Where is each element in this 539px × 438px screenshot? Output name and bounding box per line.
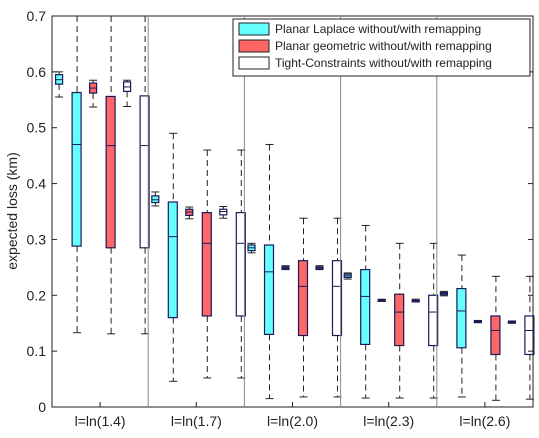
- legend: Planar Laplace without/with remapping Pla…: [232, 18, 531, 77]
- y-tick-label: 0.4: [27, 176, 47, 192]
- box-body: [71, 91, 82, 247]
- y-tick-label: 0.2: [27, 287, 47, 303]
- y-tick-label: 0.5: [27, 120, 47, 136]
- box-body: [490, 315, 501, 356]
- box-body: [428, 294, 439, 347]
- x-category-label: l=ln(1.7): [171, 413, 222, 429]
- x-category-label: l=ln(2.6): [459, 413, 510, 429]
- box-body: [219, 208, 228, 216]
- y-tick-label: 0.3: [27, 231, 47, 247]
- legend-box: [232, 18, 531, 77]
- box-body: [151, 195, 160, 204]
- box-body: [331, 260, 343, 337]
- box-body: [167, 201, 178, 319]
- legend-entry: Planar Laplace without/with remapping: [275, 22, 481, 36]
- y-tick-label: 0.1: [27, 343, 47, 359]
- legend-entry: Planar geometric without/with remapping: [275, 39, 492, 53]
- box-body: [297, 260, 309, 337]
- box-body: [105, 95, 116, 249]
- legend-swatch: [238, 39, 270, 53]
- legend-entry: Tight-Constraints without/with remapping: [275, 56, 492, 70]
- box-layer: [54, 15, 535, 401]
- legend-swatch: [238, 56, 270, 70]
- box-body: [201, 212, 212, 317]
- y-tick-label: 0.6: [27, 64, 47, 80]
- legend-swatch: [238, 22, 270, 36]
- box-body: [524, 315, 535, 356]
- x-category-label: l=ln(2.3): [363, 413, 414, 429]
- x-category-label: l=ln(1.4): [75, 413, 126, 429]
- box-body: [360, 268, 371, 346]
- y-axis-label: expected loss (km): [4, 152, 20, 269]
- box-body: [263, 244, 275, 335]
- box-body: [235, 212, 246, 317]
- axis-layer: 0 0.1 0.2 0.3 0.4 0.5 0.6 0.7 l=ln(1.4) l=ln(1.7)…: [27, 8, 533, 429]
- box-body: [456, 287, 467, 349]
- y-tick-label: 0: [38, 399, 46, 415]
- x-category-label: l=ln(2.0): [267, 413, 318, 429]
- y-tick-label: 0.7: [27, 8, 47, 24]
- box-body: [139, 95, 150, 249]
- box-body: [394, 293, 405, 347]
